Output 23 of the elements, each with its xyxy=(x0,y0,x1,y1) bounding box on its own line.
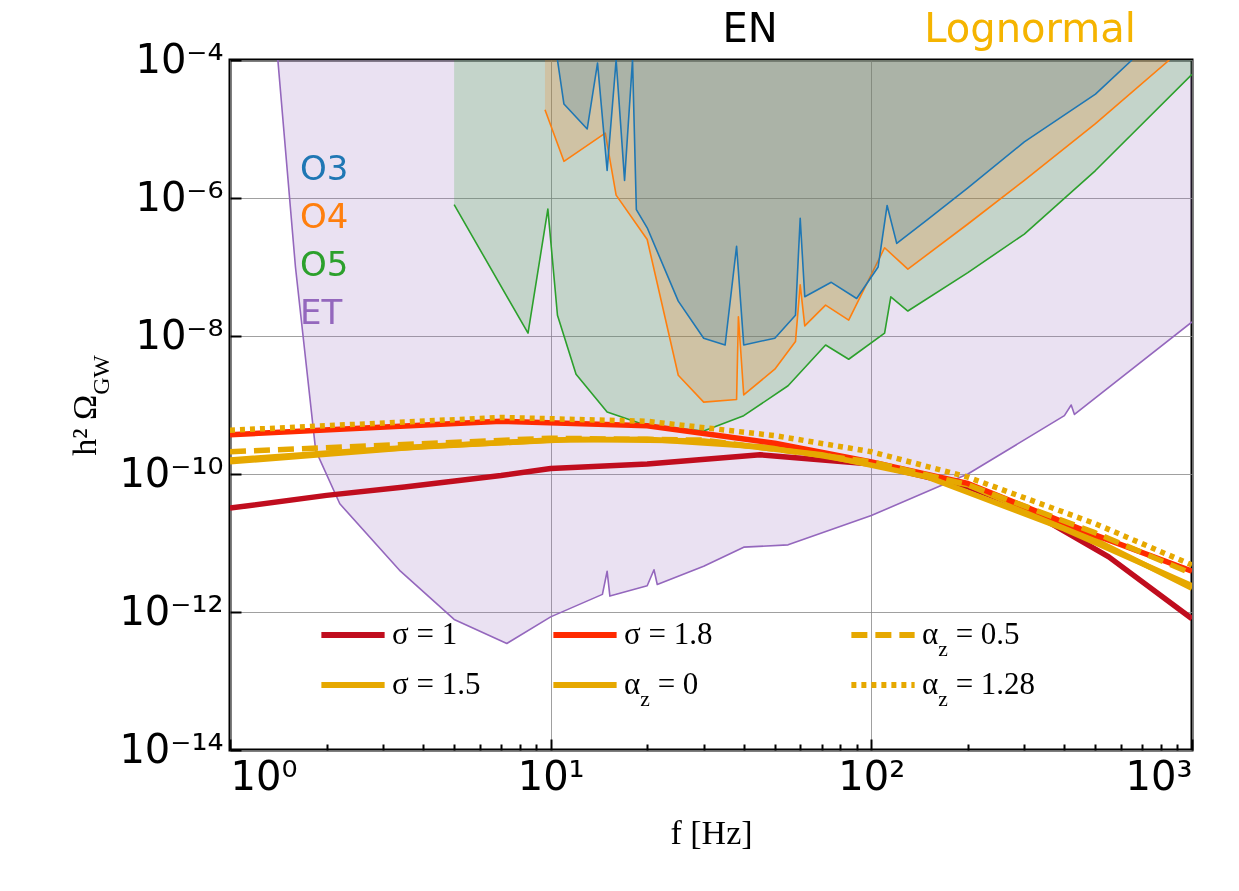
legend-label: α$_{z}$ = 0 xyxy=(624,666,699,711)
y-tick-label: 10⁻⁴ xyxy=(135,35,224,82)
text: EN xyxy=(722,5,778,51)
series-label: ET xyxy=(300,292,343,332)
x-tick-label: 10¹ xyxy=(517,752,585,799)
text: O5 xyxy=(300,244,349,284)
y-tick-label: 10⁻¹⁰ xyxy=(119,449,224,496)
y-tick-label: 10⁻⁸ xyxy=(135,311,224,358)
text: Lognormal xyxy=(924,5,1136,51)
x-tick-label: 10⁰ xyxy=(230,752,298,799)
y-tick-label: 10⁻¹⁴ xyxy=(119,725,224,772)
text: O4 xyxy=(300,196,349,236)
x-tick-label: 10² xyxy=(838,752,906,799)
legend-label: α$_{z}$ = 1.28 xyxy=(922,666,1036,711)
legend-label: σ = 1.5 xyxy=(392,666,481,701)
x-tick-label: 10³ xyxy=(1125,752,1193,799)
text: O3 xyxy=(300,148,349,188)
legend-label: σ = 1 xyxy=(392,616,458,651)
y-tick-label: 10⁻⁶ xyxy=(135,173,224,220)
legend-label: σ = 1.8 xyxy=(624,616,713,651)
x-axis-title: f [Hz] xyxy=(670,813,753,851)
y-tick-label: 10⁻¹² xyxy=(119,587,224,634)
legend-label: α$_{z}$ = 0.5 xyxy=(922,616,1020,661)
